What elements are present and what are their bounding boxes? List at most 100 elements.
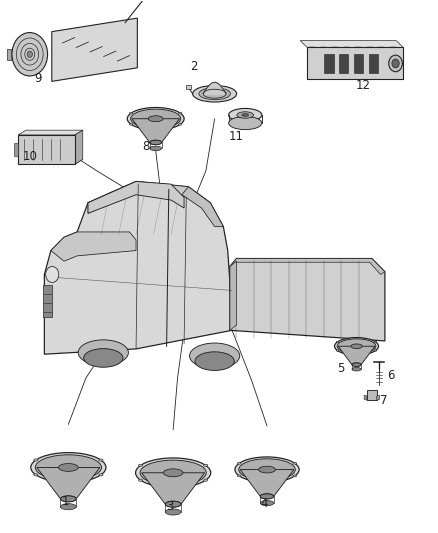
Text: 5: 5 [338,362,345,375]
Text: 3: 3 [166,500,174,513]
Ellipse shape [136,458,211,488]
Polygon shape [18,159,83,164]
Polygon shape [51,232,136,261]
Text: 6: 6 [387,369,395,382]
Ellipse shape [78,340,128,366]
Ellipse shape [99,459,103,461]
Ellipse shape [138,479,143,481]
Ellipse shape [163,469,183,477]
Polygon shape [182,187,223,227]
Ellipse shape [46,266,59,282]
Ellipse shape [60,496,76,502]
Bar [7,49,11,60]
Ellipse shape [237,475,241,477]
Text: 7: 7 [380,394,388,407]
Polygon shape [230,259,385,341]
Ellipse shape [258,466,276,473]
Polygon shape [230,259,385,274]
Text: 4: 4 [261,497,268,510]
Ellipse shape [260,500,274,506]
Polygon shape [52,18,138,82]
Ellipse shape [59,464,78,471]
Polygon shape [44,181,232,354]
Ellipse shape [35,455,102,480]
Polygon shape [230,261,237,330]
Ellipse shape [351,344,362,349]
Text: 2: 2 [191,60,198,73]
Ellipse shape [335,337,378,355]
Text: 10: 10 [23,150,38,163]
Ellipse shape [179,112,182,114]
Polygon shape [88,181,184,213]
Ellipse shape [237,112,254,118]
Ellipse shape [138,464,143,466]
Bar [367,390,377,400]
Bar [14,143,18,156]
Ellipse shape [84,349,123,367]
Polygon shape [88,181,188,213]
Circle shape [12,33,48,76]
Text: 1: 1 [62,495,69,508]
Ellipse shape [389,55,403,72]
Ellipse shape [392,59,399,68]
Text: 8: 8 [142,140,149,153]
Ellipse shape [199,88,230,100]
Bar [307,47,403,79]
Polygon shape [364,395,367,400]
Bar [354,54,364,73]
Ellipse shape [204,479,208,481]
Ellipse shape [374,350,377,351]
Circle shape [27,51,32,58]
Ellipse shape [193,85,237,102]
Ellipse shape [34,474,38,476]
Ellipse shape [150,140,162,145]
Polygon shape [300,41,403,47]
Ellipse shape [130,124,133,125]
Bar [43,285,52,317]
Ellipse shape [127,108,184,130]
Polygon shape [37,467,100,499]
Polygon shape [75,130,83,164]
Ellipse shape [237,462,241,464]
Text: 11: 11 [229,130,244,143]
Ellipse shape [242,114,248,116]
Polygon shape [338,346,375,365]
Ellipse shape [190,343,240,368]
Ellipse shape [374,341,377,343]
Ellipse shape [165,509,181,515]
Ellipse shape [165,501,181,507]
Ellipse shape [352,367,361,371]
Ellipse shape [352,363,361,366]
Ellipse shape [130,112,133,114]
Ellipse shape [239,459,295,480]
Bar [339,54,349,73]
Ellipse shape [195,352,234,370]
Ellipse shape [31,453,106,482]
Ellipse shape [293,462,297,464]
Ellipse shape [235,457,299,482]
Polygon shape [377,395,379,400]
Ellipse shape [229,108,262,122]
Text: 12: 12 [356,79,371,92]
Ellipse shape [293,475,297,477]
Polygon shape [240,470,294,496]
Polygon shape [141,473,205,504]
Ellipse shape [229,117,262,130]
Polygon shape [18,130,83,135]
Text: 9: 9 [34,72,42,85]
Ellipse shape [60,504,76,510]
Ellipse shape [260,494,274,499]
Ellipse shape [34,459,38,461]
Ellipse shape [131,109,181,128]
Polygon shape [132,119,180,142]
Bar [325,54,334,73]
Ellipse shape [150,146,162,151]
Bar [18,135,75,164]
Ellipse shape [336,350,339,351]
Ellipse shape [336,341,339,343]
Ellipse shape [179,124,182,125]
Bar [186,85,191,88]
Ellipse shape [140,460,206,486]
Ellipse shape [204,464,208,466]
Bar [369,54,378,73]
